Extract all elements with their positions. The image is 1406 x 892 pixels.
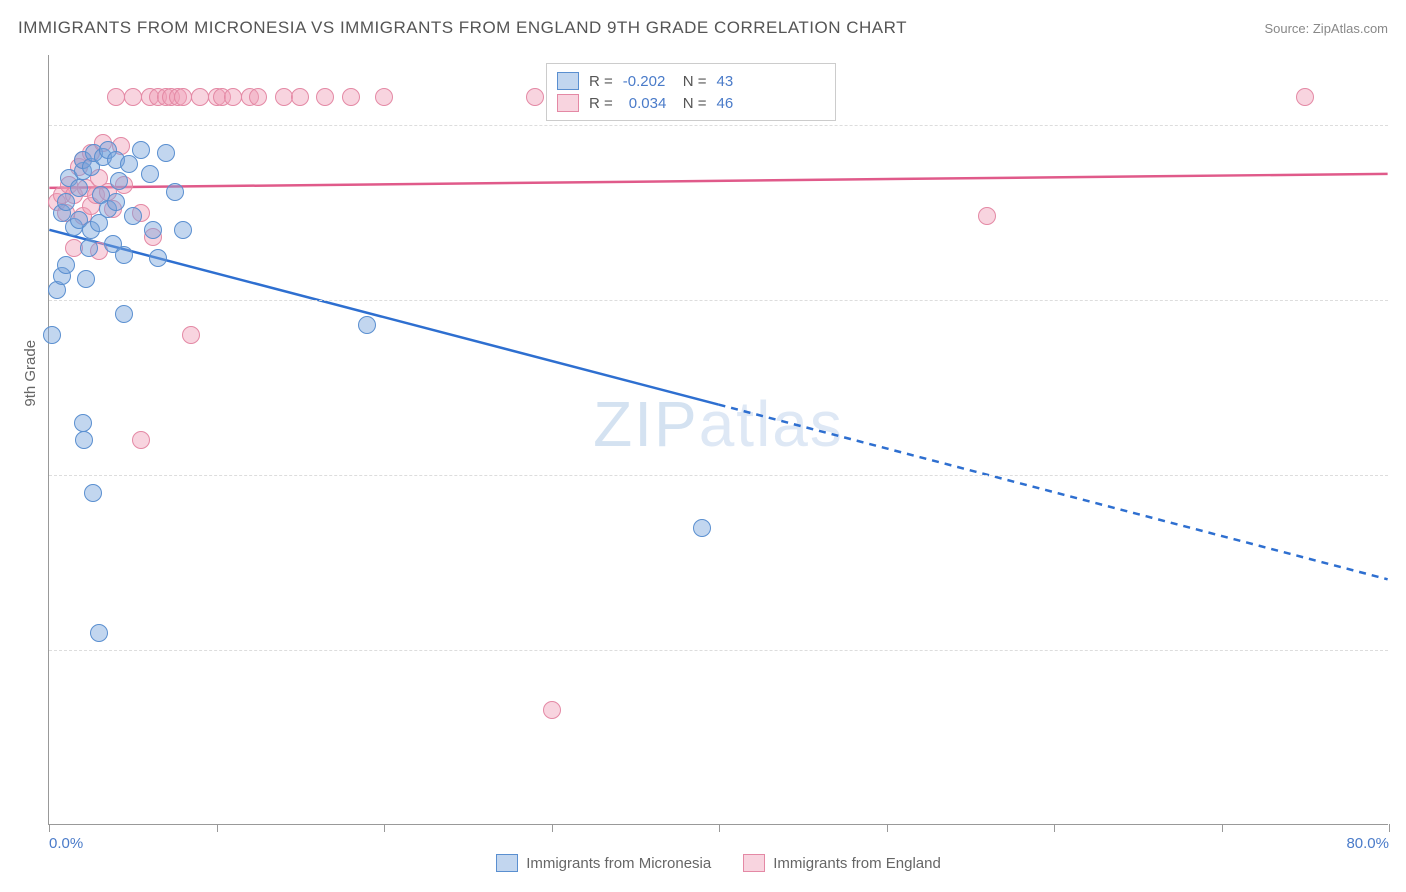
- data-point-micronesia: [132, 141, 150, 159]
- data-point-england: [107, 88, 125, 106]
- n-label: N =: [683, 95, 707, 112]
- plot-area: ZIPatlas R = -0.202 N = 43 R = 0.034 N =…: [48, 55, 1388, 825]
- n-value-england: 46: [717, 95, 767, 112]
- gridline-h: [49, 475, 1388, 476]
- data-point-micronesia: [75, 431, 93, 449]
- gridline-h: [49, 300, 1388, 301]
- data-point-england: [543, 701, 561, 719]
- data-point-england: [526, 88, 544, 106]
- bottom-legend-micronesia: Immigrants from Micronesia: [496, 854, 711, 872]
- data-point-england: [174, 88, 192, 106]
- xtick-label: 0.0%: [49, 835, 83, 852]
- data-point-micronesia: [80, 239, 98, 257]
- data-point-england: [191, 88, 209, 106]
- bottom-legend: Immigrants from Micronesia Immigrants fr…: [49, 854, 1388, 872]
- data-point-england: [224, 88, 242, 106]
- data-point-england: [132, 431, 150, 449]
- xtick-label: 80.0%: [1346, 835, 1389, 852]
- data-point-micronesia: [110, 172, 128, 190]
- data-point-england: [291, 88, 309, 106]
- y-axis-label: 9th Grade: [22, 340, 39, 407]
- r-label: R =: [589, 95, 613, 112]
- n-value-micronesia: 43: [717, 73, 767, 90]
- data-point-micronesia: [124, 207, 142, 225]
- data-point-england: [275, 88, 293, 106]
- source-label: Source: ZipAtlas.com: [1264, 21, 1388, 36]
- ytick-label: 85.0%: [1392, 642, 1406, 659]
- xtick: [552, 824, 553, 832]
- data-point-england: [375, 88, 393, 106]
- legend-row-micronesia: R = -0.202 N = 43: [557, 70, 825, 92]
- data-point-micronesia: [57, 193, 75, 211]
- gridline-h: [49, 125, 1388, 126]
- data-point-micronesia: [144, 221, 162, 239]
- data-point-micronesia: [43, 326, 61, 344]
- trend-lines-svg: [49, 55, 1388, 824]
- swatch-england: [557, 94, 579, 112]
- data-point-england: [978, 207, 996, 225]
- data-point-micronesia: [166, 183, 184, 201]
- swatch-england: [743, 854, 765, 872]
- data-point-micronesia: [84, 484, 102, 502]
- data-point-micronesia: [141, 165, 159, 183]
- watermark: ZIPatlas: [593, 387, 844, 461]
- swatch-micronesia: [496, 854, 518, 872]
- ytick-label: 95.0%: [1392, 292, 1406, 309]
- r-label: R =: [589, 73, 613, 90]
- legend-row-england: R = 0.034 N = 46: [557, 92, 825, 114]
- data-point-england: [316, 88, 334, 106]
- xtick: [1222, 824, 1223, 832]
- data-point-micronesia: [77, 270, 95, 288]
- xtick: [719, 824, 720, 832]
- data-point-micronesia: [74, 414, 92, 432]
- data-point-england: [124, 88, 142, 106]
- series-label-micronesia: Immigrants from Micronesia: [526, 855, 711, 872]
- data-point-micronesia: [90, 624, 108, 642]
- data-point-micronesia: [57, 256, 75, 274]
- data-point-england: [342, 88, 360, 106]
- data-point-micronesia: [358, 316, 376, 334]
- r-value-england: 0.034: [623, 95, 673, 112]
- correlation-legend: R = -0.202 N = 43 R = 0.034 N = 46: [546, 63, 836, 121]
- gridline-h: [49, 650, 1388, 651]
- xtick: [887, 824, 888, 832]
- header: IMMIGRANTS FROM MICRONESIA VS IMMIGRANTS…: [18, 18, 1388, 38]
- xtick: [217, 824, 218, 832]
- xtick: [384, 824, 385, 832]
- data-point-micronesia: [149, 249, 167, 267]
- chart-container: IMMIGRANTS FROM MICRONESIA VS IMMIGRANTS…: [0, 0, 1406, 892]
- n-label: N =: [683, 73, 707, 90]
- ytick-label: 100.0%: [1392, 117, 1406, 134]
- series-label-england: Immigrants from England: [773, 855, 941, 872]
- watermark-bold: ZIP: [593, 388, 699, 460]
- r-value-micronesia: -0.202: [623, 73, 673, 90]
- data-point-england: [249, 88, 267, 106]
- data-point-england: [182, 326, 200, 344]
- data-point-micronesia: [174, 221, 192, 239]
- data-point-micronesia: [70, 179, 88, 197]
- data-point-micronesia: [157, 144, 175, 162]
- data-point-england: [1296, 88, 1314, 106]
- xtick: [1389, 824, 1390, 832]
- ytick-label: 90.0%: [1392, 467, 1406, 484]
- watermark-thin: atlas: [699, 388, 844, 460]
- xtick: [1054, 824, 1055, 832]
- bottom-legend-england: Immigrants from England: [743, 854, 941, 872]
- data-point-micronesia: [693, 519, 711, 537]
- swatch-micronesia: [557, 72, 579, 90]
- xtick: [49, 824, 50, 832]
- chart-title: IMMIGRANTS FROM MICRONESIA VS IMMIGRANTS…: [18, 18, 907, 38]
- data-point-micronesia: [115, 246, 133, 264]
- data-point-micronesia: [107, 193, 125, 211]
- data-point-micronesia: [115, 305, 133, 323]
